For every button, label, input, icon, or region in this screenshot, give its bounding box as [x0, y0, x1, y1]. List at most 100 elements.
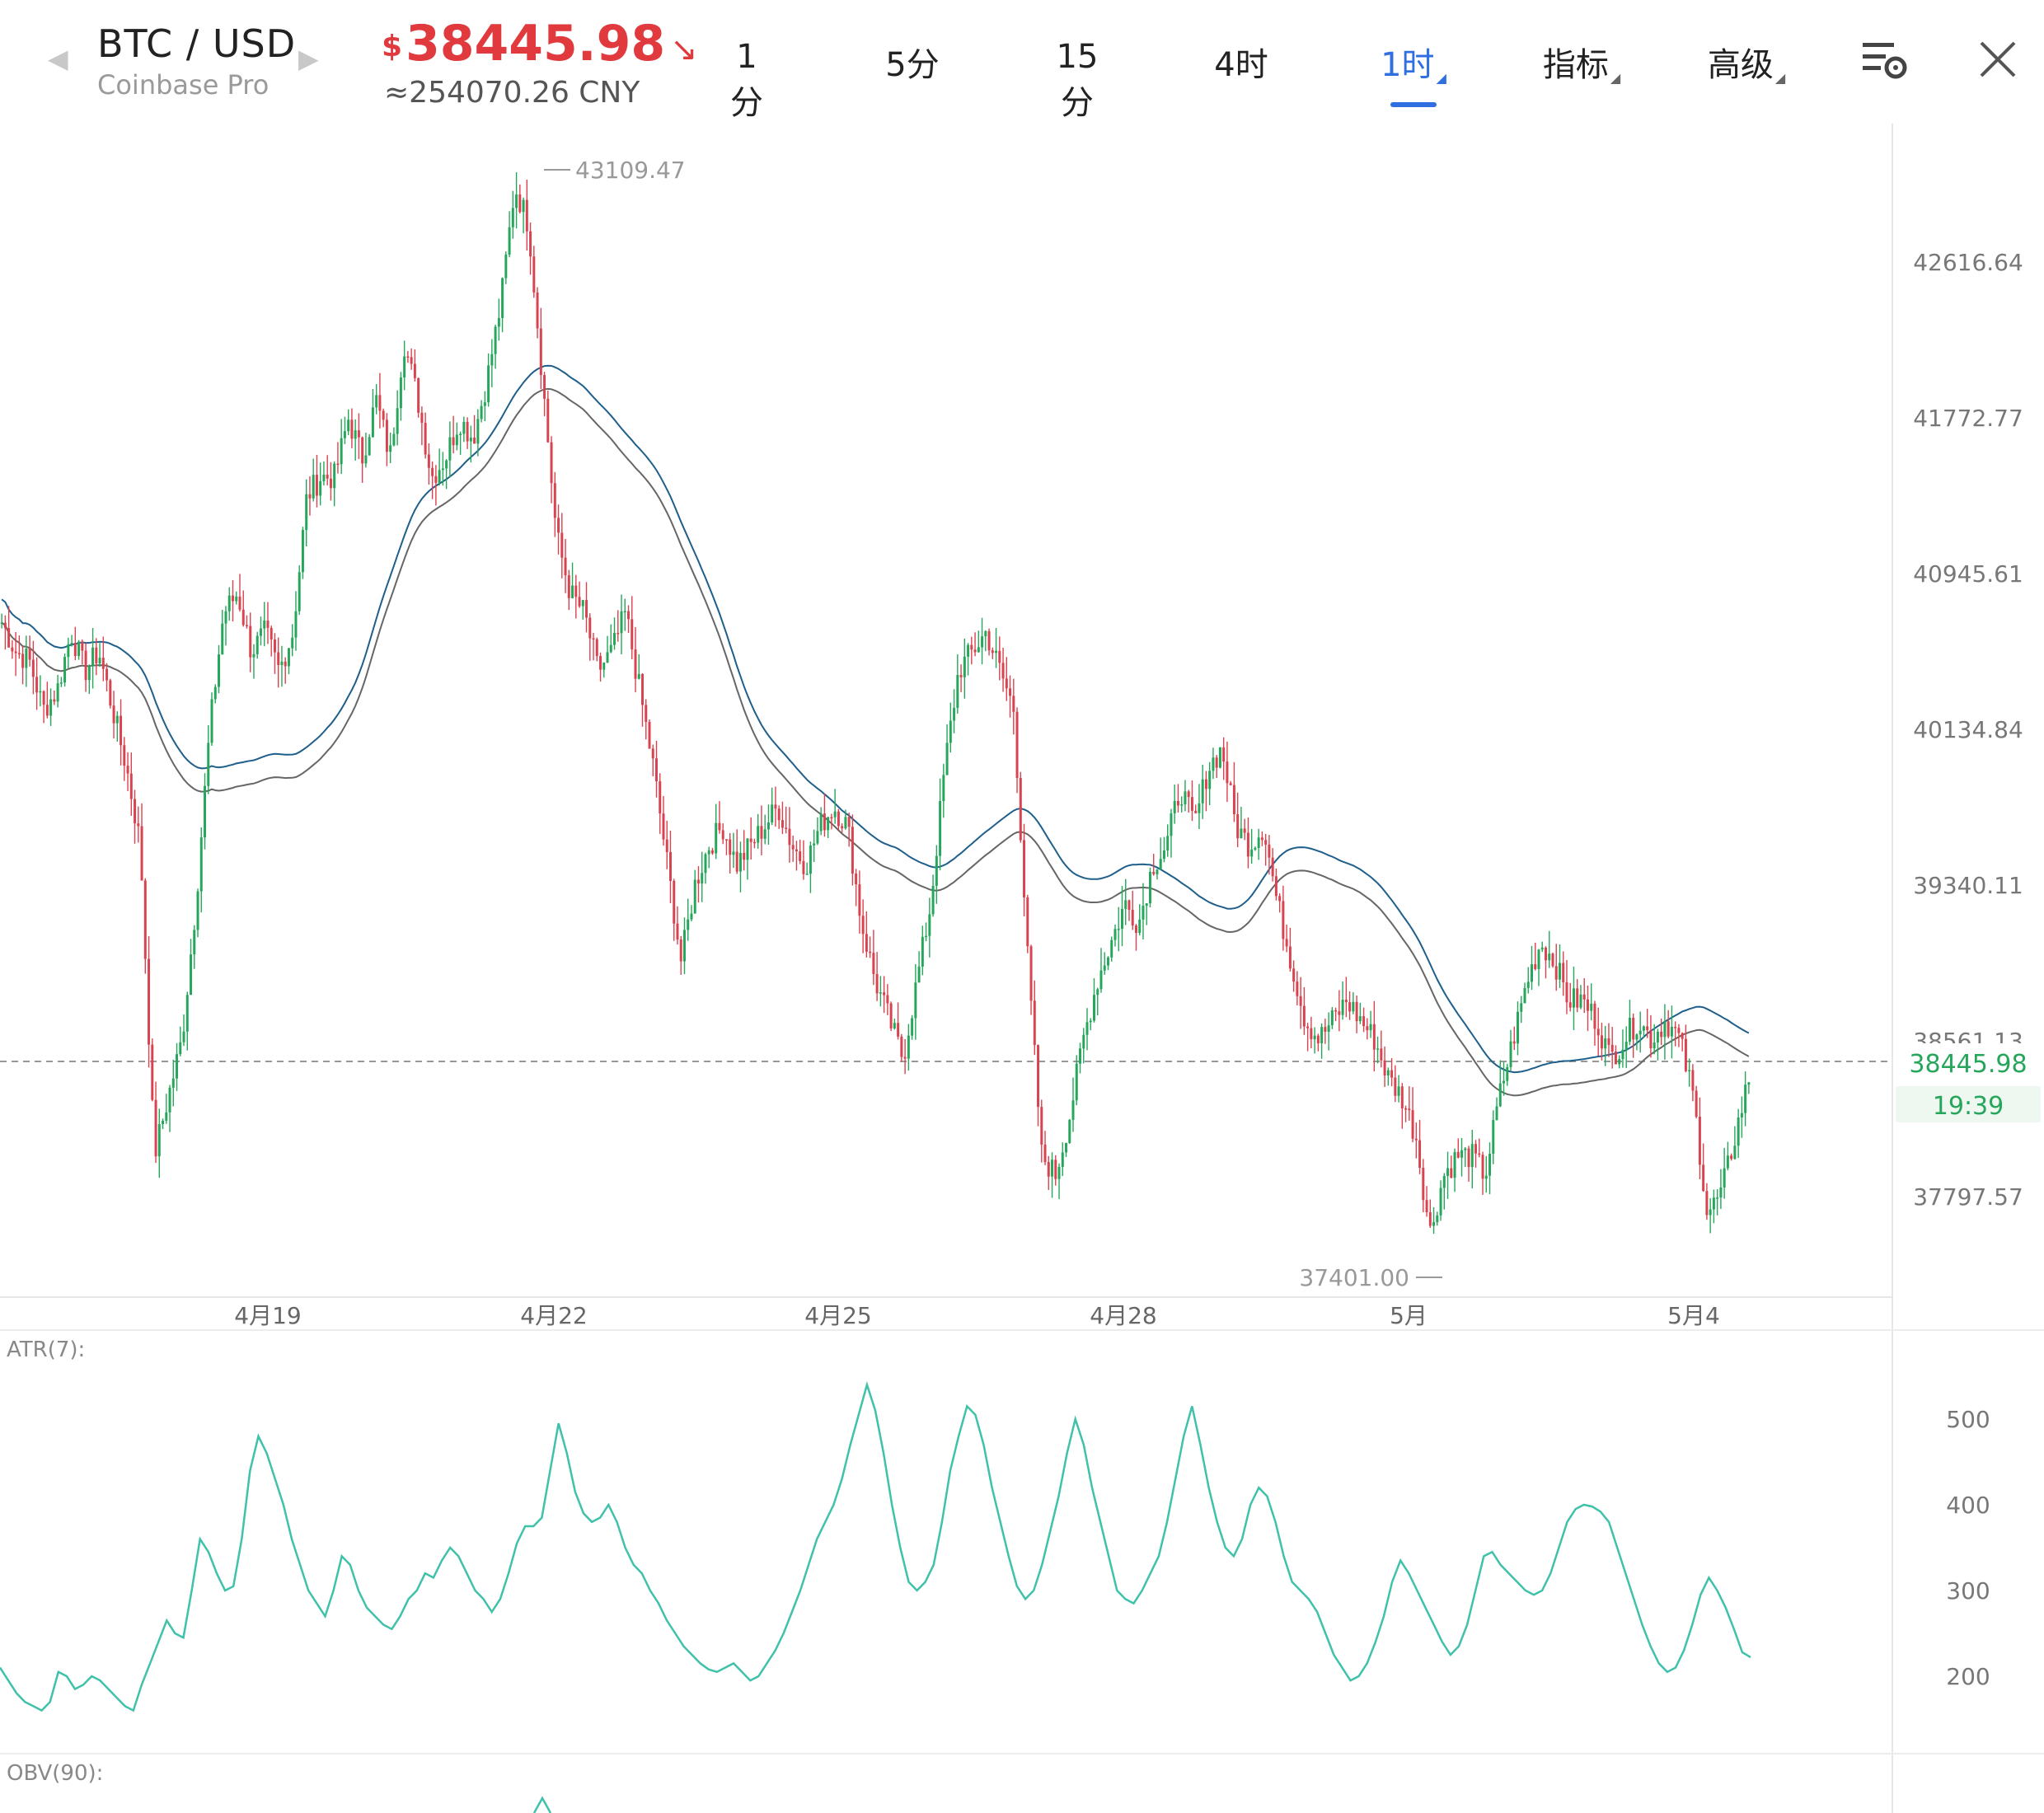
candle-down — [14, 651, 17, 654]
close-icon[interactable] — [1975, 36, 2021, 82]
candle-up — [441, 468, 444, 471]
right-triangle-icon[interactable]: ▶ — [298, 43, 319, 74]
candle-up — [218, 654, 220, 687]
candle-up — [1162, 850, 1165, 860]
candle-up — [287, 648, 290, 667]
candle-up — [757, 826, 760, 843]
candle-up — [49, 699, 53, 716]
candle-down — [781, 820, 784, 828]
candle-up — [907, 1035, 910, 1059]
tab-5min[interactable]: 5分 — [884, 38, 940, 112]
candle-down — [1390, 1070, 1394, 1078]
candle-up — [1254, 847, 1257, 850]
candle-down — [1467, 1148, 1470, 1168]
candle-up — [1509, 1041, 1512, 1067]
candle-down — [1033, 1000, 1036, 1046]
candle-up — [301, 530, 304, 573]
candle-down — [277, 652, 280, 666]
candle-up — [1548, 953, 1551, 961]
candle-down — [1691, 1070, 1695, 1091]
tab-15min[interactable]: 15分 — [1040, 38, 1114, 122]
candle-up — [1113, 929, 1117, 940]
candle-up — [1156, 869, 1159, 874]
tab-indicators[interactable]: 指标 ◢ — [1538, 38, 1625, 112]
candle-down — [1310, 1028, 1313, 1040]
candle-up — [816, 831, 819, 844]
candle-up — [39, 691, 42, 693]
candle-down — [865, 934, 868, 952]
candle-up — [171, 1078, 175, 1088]
candle-up — [280, 661, 284, 666]
candle-down — [1271, 857, 1274, 877]
candle-up — [196, 891, 199, 930]
candle-up — [1180, 804, 1184, 806]
candle-up — [322, 474, 326, 481]
time-axis: 4月19 4月22 4月25 4月28 5月 5月4 — [234, 1302, 1720, 1329]
candle-up — [1313, 1035, 1316, 1040]
candle-up — [581, 600, 584, 607]
candle-down — [1040, 1107, 1043, 1145]
candle-up — [98, 658, 101, 664]
candle-up — [1061, 1152, 1064, 1168]
candle-up — [921, 936, 924, 967]
candle-up — [511, 208, 514, 227]
chart-settings-icon[interactable] — [1859, 36, 1909, 82]
candle-up — [487, 365, 490, 403]
candle-up — [59, 682, 63, 684]
candle-up — [399, 377, 402, 409]
moving-averages — [1, 364, 1750, 1097]
candle-down — [1474, 1144, 1478, 1154]
candle-down — [1324, 1027, 1327, 1032]
tab-advanced[interactable]: 高级 ◢ — [1703, 38, 1790, 112]
tab-1min[interactable]: 1分 — [722, 38, 771, 122]
tab-1hour[interactable]: 1时 ◢ — [1378, 38, 1449, 112]
atr-label: ATR(7): — [7, 1337, 85, 1362]
candle-up — [494, 326, 497, 354]
candle-down — [1568, 1002, 1572, 1008]
candle-down — [802, 860, 805, 874]
candle-up — [508, 227, 511, 255]
candle-up — [476, 419, 480, 444]
candle-up — [182, 1031, 185, 1042]
candle-down — [249, 625, 252, 658]
candle-down — [273, 639, 276, 653]
candle-up — [176, 1054, 179, 1079]
candle-down — [616, 633, 620, 635]
last-price-tag-label: 38445.98 — [1909, 1050, 2027, 1079]
candle-up — [1523, 987, 1526, 1004]
left-triangle-icon[interactable]: ◀ — [48, 43, 68, 74]
candle-down — [137, 823, 140, 827]
candle-down — [1029, 946, 1033, 1001]
candle-down — [385, 419, 388, 452]
candle-down — [959, 675, 963, 677]
high-label: 43109.47 — [575, 157, 686, 184]
candle-up — [483, 402, 486, 406]
tab-4hour[interactable]: 4时 — [1213, 38, 1269, 112]
down-arrow-icon: ↘ — [670, 30, 698, 68]
candle-down — [466, 421, 469, 442]
candle-up — [963, 656, 966, 677]
candle-up — [333, 463, 336, 489]
candle-down — [788, 828, 791, 846]
candle-up — [1198, 803, 1201, 813]
candle-up — [462, 421, 466, 434]
candle-down — [791, 845, 795, 850]
candle-up — [1218, 747, 1221, 768]
candle-down — [567, 575, 570, 598]
candle-up — [403, 356, 406, 378]
candle-up — [1250, 849, 1254, 857]
candle-down — [1730, 1155, 1733, 1159]
countdown-tag — [1896, 1086, 2041, 1122]
candle-up — [1124, 900, 1127, 909]
candle-down — [973, 649, 977, 653]
candle-up — [1117, 929, 1120, 930]
candle-up — [1096, 989, 1099, 996]
candle-up — [438, 470, 441, 483]
candle-up — [1166, 836, 1170, 851]
candle-down — [7, 628, 11, 648]
candle-up — [263, 621, 266, 629]
candle-up — [1099, 970, 1103, 990]
pair-name[interactable]: BTC / USD — [97, 21, 297, 66]
active-tab-indicator — [1390, 102, 1437, 107]
